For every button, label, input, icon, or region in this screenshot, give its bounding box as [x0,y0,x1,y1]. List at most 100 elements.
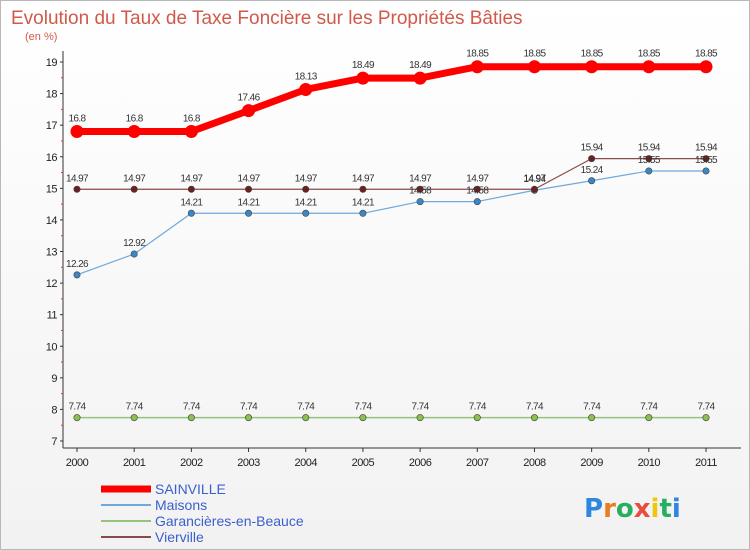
logo-text: Proxiti [584,494,681,524]
data-label-maisons: 14.58 [466,186,489,197]
x-tick-label: 2009 [580,457,603,469]
logo-letter: i [651,494,660,524]
logo-letter: r [603,494,616,524]
data-label-vierville: 14.97 [409,173,432,184]
y-tick-label: 16 [46,152,58,164]
data-point-maisons [245,209,253,217]
data-point-garancieres-en-beauce [588,414,596,422]
chart-title: Evolution du Taux de Taxe Foncière sur l… [11,8,523,29]
logo-letter: i [672,494,681,524]
x-tick-label: 2010 [638,457,661,469]
y-tick-label: 19 [46,57,58,69]
data-point-sainville [299,82,313,96]
data-point-maisons [359,209,367,217]
data-point-sainville [356,71,370,85]
data-point-sainville [585,60,599,74]
data-point-garancieres-en-beauce [416,414,424,422]
x-tick-label: 2001 [123,457,146,469]
data-point-sainville [642,60,656,74]
data-point-sainville [242,104,256,118]
series-line-vierville [77,158,706,190]
logo-letter: t [659,494,671,524]
legend-label-maisons: Maisons [155,497,207,513]
data-label-maisons: 14.21 [180,197,203,208]
x-tick-label: 2002 [180,457,203,469]
x-tick-label: 2007 [466,457,489,469]
data-label-sainville: 18.85 [695,49,718,60]
data-point-garancieres-en-beauce [245,414,253,422]
data-point-maisons [473,198,481,206]
data-point-sainville [699,60,713,74]
data-point-maisons [702,167,710,175]
data-point-vierville [645,155,653,163]
data-labels: 16.8 16.8 16.8 17.46 18.13 18.49 18.49 18.85 18.… [66,49,719,413]
data-label-garancieres-en-beauce: 7.74 [68,402,86,413]
data-point-maisons [302,209,310,217]
data-label-maisons: 15.55 [695,155,718,166]
data-point-maisons [588,177,596,185]
data-label-maisons: 14.21 [352,197,375,208]
data-point-vierville [302,185,310,193]
data-label-vierville: 14.97 [352,173,375,184]
data-label-garancieres-en-beauce: 7.74 [640,402,658,413]
y-tick-label: 13 [46,247,58,259]
data-label-sainville: 18.85 [466,49,489,60]
data-label-maisons: 12.92 [123,238,146,249]
data-label-maisons: 12.26 [66,259,89,270]
legend-label-sainville: SAINVILLE [155,481,226,497]
y-tick-label: 12 [46,278,58,290]
legend-label-vierville: Vierville [155,529,204,545]
data-point-garancieres-en-beauce [530,414,538,422]
data-label-vierville: 15.94 [695,143,718,154]
data-label-garancieres-en-beauce: 7.74 [297,402,315,413]
data-label-garancieres-en-beauce: 7.74 [583,402,601,413]
data-label-vierville: 14.97 [466,173,489,184]
x-tick-label: 2005 [352,457,375,469]
y-tick-label: 11 [47,310,58,322]
data-point-sainville [184,124,198,138]
x-tick-label: 2003 [237,457,260,469]
data-point-vierville [588,155,596,163]
data-label-maisons: 14.94 [523,174,546,185]
series-line-sainville [77,63,706,135]
y-tick-label: 7 [51,436,57,448]
series-line-maisons [76,170,706,276]
data-label-vierville: 14.97 [180,173,203,184]
y-tick-label: 18 [46,89,58,101]
data-point-garancieres-en-beauce [73,414,81,422]
x-tick-label: 2008 [523,457,546,469]
data-point-maisons [187,209,195,217]
legend: SAINVILLEMaisonsGarancières-en-BeauceVie… [101,481,304,545]
y-tick-label: 10 [46,341,58,353]
data-point-garancieres-en-beauce [187,414,195,422]
data-point-vierville [530,185,538,193]
data-label-sainville: 18.49 [352,60,375,71]
data-label-sainville: 18.85 [581,49,604,60]
x-tick-label: 2006 [409,457,432,469]
data-point-maisons [130,250,138,258]
data-label-garancieres-en-beauce: 7.74 [126,402,144,413]
legend-label-garancieres-en-beauce: Garancières-en-Beauce [155,513,304,529]
data-point-vierville [359,185,367,193]
data-point-sainville [70,124,84,138]
data-label-maisons: 14.21 [295,197,318,208]
data-point-garancieres-en-beauce [302,414,310,422]
data-point-vierville [245,185,253,193]
data-label-vierville: 14.97 [238,173,261,184]
data-label-vierville: 14.97 [66,173,89,184]
data-point-vierville [702,155,710,163]
data-label-sainville: 16.8 [126,113,144,124]
logo-letter: P [584,494,603,524]
chart-subtitle: (en %) [25,31,57,43]
data-label-maisons: 14.58 [409,186,432,197]
y-tick-label: 9 [51,373,57,385]
x-tick-label: 2000 [66,457,89,469]
data-label-sainville: 16.8 [183,113,201,124]
data-point-vierville [416,185,424,193]
series-layer [70,60,713,422]
data-point-vierville [73,185,81,193]
data-label-maisons: 14.21 [238,197,261,208]
data-point-maisons [645,167,653,175]
